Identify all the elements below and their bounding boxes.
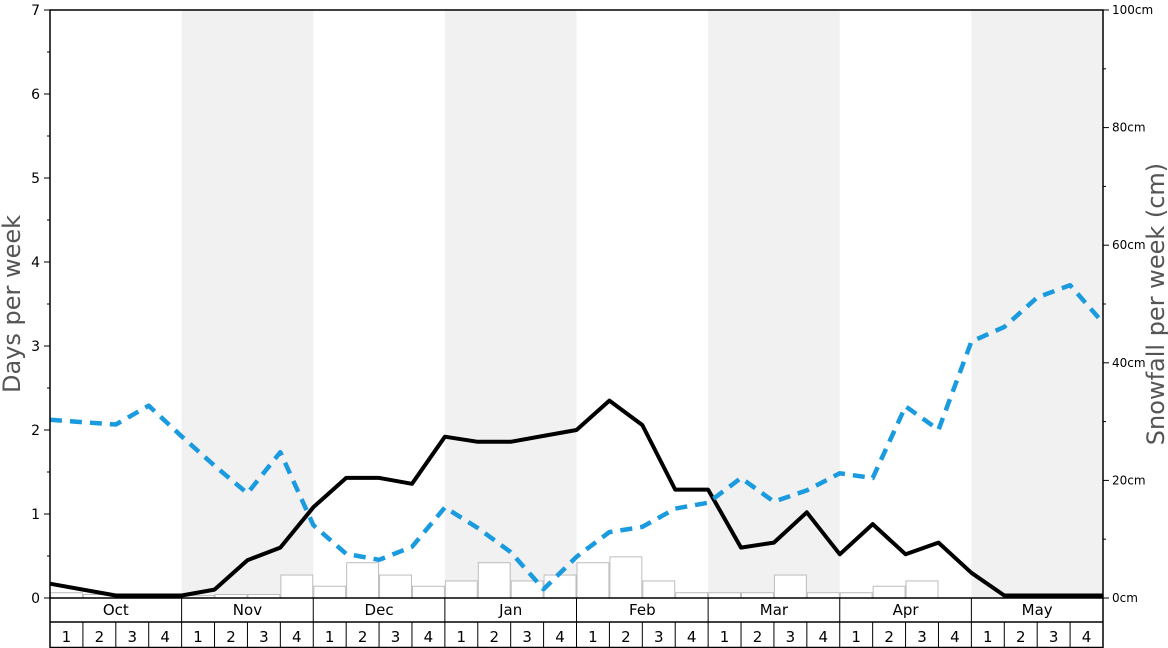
snowfall-bar	[806, 592, 840, 599]
week-label: 1	[720, 628, 730, 646]
week-label: 2	[95, 628, 105, 646]
week-label: 3	[1049, 628, 1059, 646]
solid-series-line	[49, 398, 1103, 598]
week-label: 4	[950, 628, 960, 646]
month-band	[444, 10, 577, 598]
week-label: 4	[819, 628, 829, 646]
week-label: 3	[522, 628, 532, 646]
week-label: 1	[193, 628, 203, 646]
week-label: 3	[917, 628, 927, 646]
right-axis-title: Snowfall per week (cm)	[1142, 163, 1168, 445]
snowfall-bar	[609, 556, 643, 599]
left-axis: 0 1 2 3 4 5 6 7	[31, 3, 50, 607]
week-label: 4	[160, 628, 170, 646]
month-band	[181, 10, 314, 598]
snowfall-bar	[313, 585, 347, 599]
right-tick-label: 0cm	[1112, 591, 1138, 605]
week-label: 3	[654, 628, 664, 646]
left-tick-label: 5	[31, 171, 40, 187]
snowfall-bars	[50, 556, 939, 599]
week-label: 1	[851, 628, 861, 646]
week-label: 2	[226, 628, 236, 646]
month-label: Dec	[365, 601, 394, 619]
week-label: 1	[588, 628, 598, 646]
left-axis-title: Days per week	[0, 215, 26, 393]
x-axis-months: Oct Nov Dec Jan Feb Mar Apr May	[49, 598, 1104, 623]
month-label: May	[1022, 601, 1053, 619]
snowfall-bar	[444, 580, 478, 599]
snowfall-bar	[675, 592, 709, 599]
week-label: 4	[292, 628, 302, 646]
series-lines	[49, 282, 1105, 598]
right-axis: 0cm 20cm 40cm 60cm 80cm 100cm	[1103, 3, 1153, 605]
month-label: Apr	[893, 601, 920, 619]
week-label: 2	[1016, 628, 1026, 646]
snowfall-bar	[905, 580, 939, 599]
right-tick-label: 60cm	[1112, 238, 1146, 252]
snowfall-bar	[50, 592, 83, 599]
snowfall-bar	[642, 580, 676, 599]
week-label: 2	[753, 628, 763, 646]
snowfall-bar	[872, 585, 906, 599]
right-tick-label: 80cm	[1112, 121, 1146, 135]
left-tick-label: 1	[31, 507, 40, 523]
week-label: 4	[1082, 628, 1092, 646]
snowfall-bar	[346, 562, 380, 599]
month-band	[708, 10, 840, 598]
left-tick-label: 3	[31, 339, 40, 355]
week-label: 2	[884, 628, 894, 646]
week-label: 4	[687, 628, 697, 646]
left-tick-label: 7	[31, 3, 40, 19]
left-tick-label: 2	[31, 423, 40, 439]
right-tick-label: 20cm	[1112, 473, 1146, 487]
month-bands	[181, 10, 1103, 598]
month-label: Jan	[498, 601, 522, 619]
week-label: 1	[62, 628, 72, 646]
snowfall-bar	[280, 574, 314, 599]
week-label: 1	[325, 628, 335, 646]
x-axis-weeks: 1 2 3 4 1 2 3 4 1 2 3 4 1 2 3 4 1 2 3 4 1 2 3 4 1 2 3 4 1 2 3 4	[49, 622, 1104, 648]
week-label: 3	[391, 628, 401, 646]
left-tick-label: 4	[31, 255, 40, 271]
month-band	[971, 10, 1103, 598]
dashed-series-line	[49, 282, 1105, 592]
left-tick-label: 6	[31, 87, 40, 103]
snowfall-bar	[773, 574, 807, 599]
week-label: 3	[259, 628, 269, 646]
week-label: 1	[457, 628, 467, 646]
snowfall-bar	[741, 592, 774, 599]
snowfall-bar	[379, 574, 412, 599]
left-tick-label: 0	[31, 591, 40, 607]
month-label: Nov	[233, 601, 262, 619]
month-label: Mar	[760, 601, 789, 619]
snowfall-bar	[576, 562, 610, 599]
week-label: 3	[786, 628, 796, 646]
week-label: 2	[621, 628, 631, 646]
right-tick-label: 100cm	[1112, 3, 1153, 17]
snowfall-bar	[708, 592, 742, 599]
week-label: 2	[489, 628, 499, 646]
snowfall-bar	[477, 562, 511, 599]
week-label: 2	[358, 628, 368, 646]
snowfall-bar	[510, 580, 544, 599]
snowfall-bar	[839, 592, 873, 599]
month-label: Oct	[103, 601, 129, 619]
week-label: 4	[424, 628, 434, 646]
month-label: Feb	[629, 601, 656, 619]
week-label: 4	[555, 628, 565, 646]
snowfall-bar	[411, 585, 445, 599]
week-label: 3	[127, 628, 137, 646]
right-tick-label: 40cm	[1112, 356, 1146, 370]
week-label: 1	[983, 628, 993, 646]
